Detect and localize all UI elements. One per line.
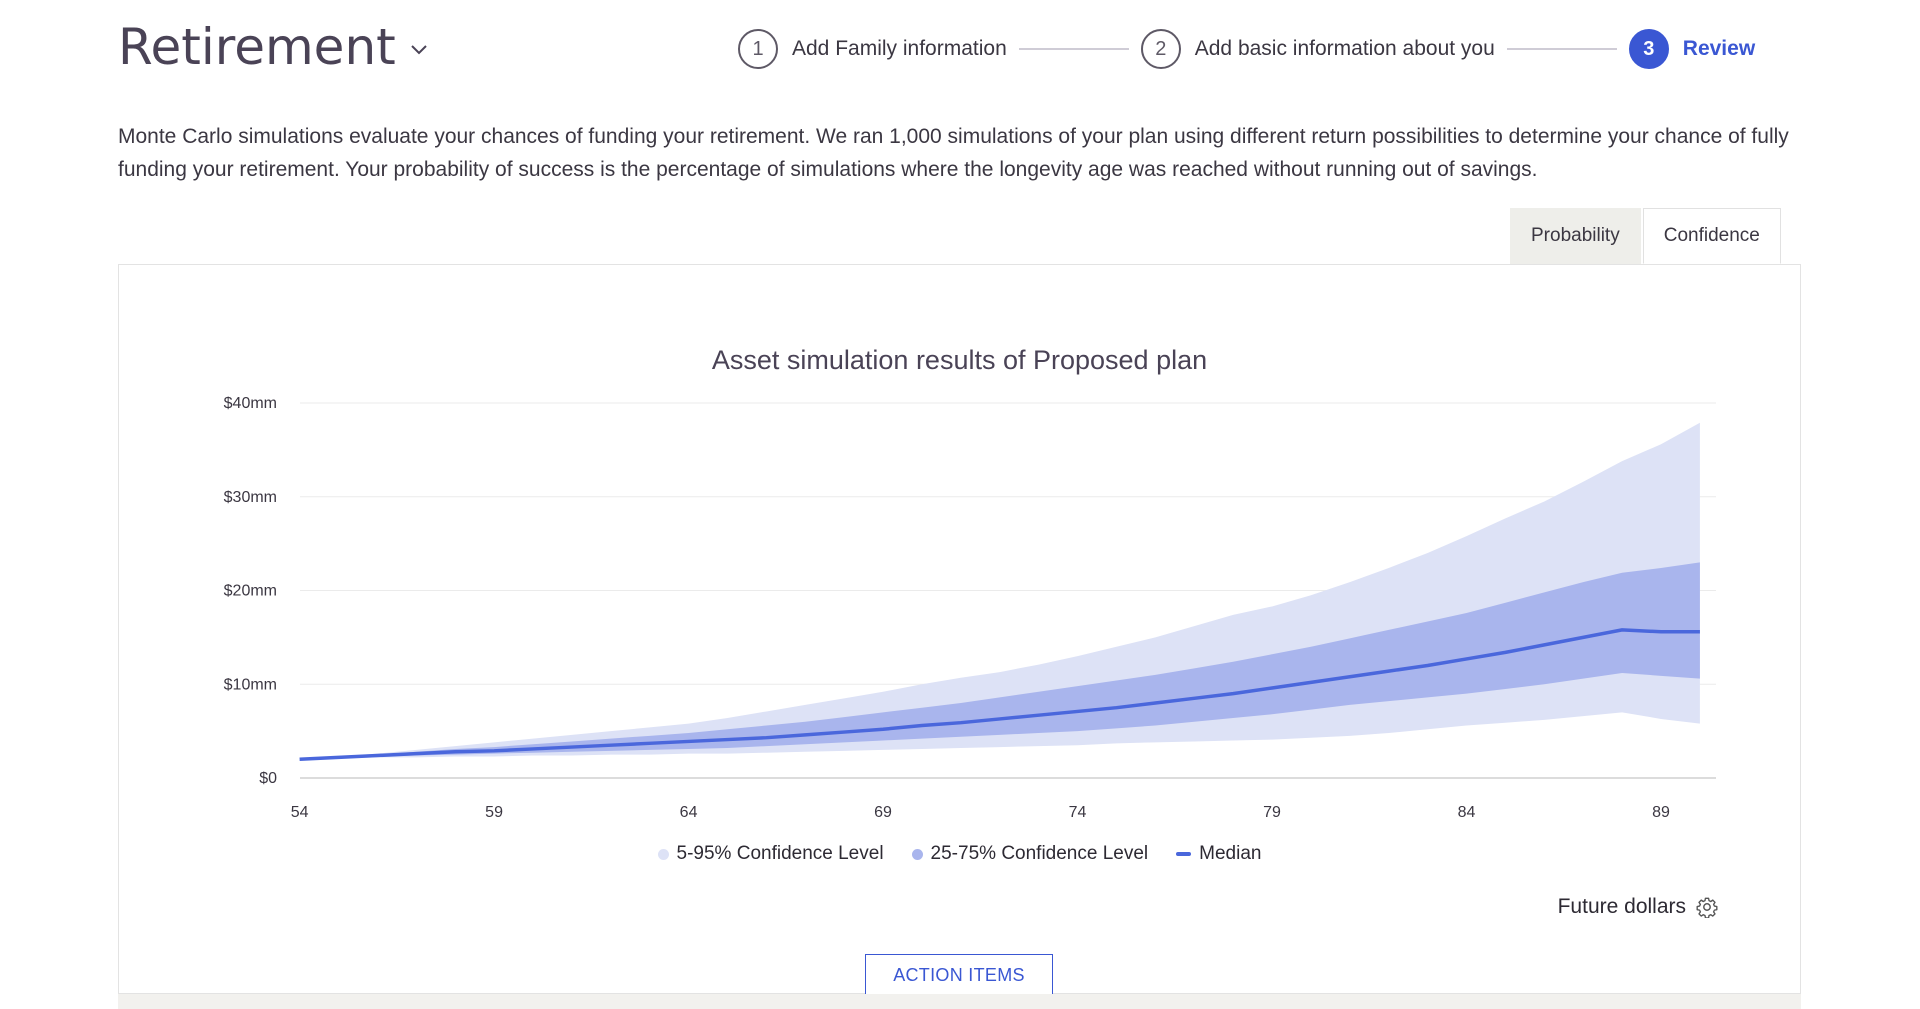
action-items-button[interactable]: ACTION ITEMS <box>865 954 1053 996</box>
tab-probability[interactable]: Probability <box>1510 208 1641 264</box>
step-label: Review <box>1682 37 1756 60</box>
step-review[interactable]: 3 Review <box>1628 29 1756 69</box>
step-connector <box>1018 48 1129 50</box>
legend-label: 5-95% Confidence Level <box>676 843 884 864</box>
x-tick-label: 69 <box>874 804 892 821</box>
step-number: 2 <box>1140 29 1181 69</box>
step-connector <box>1506 48 1617 50</box>
dollars-setting: Future dollars <box>1558 895 1718 919</box>
legend-swatch-outer <box>657 848 669 860</box>
dollars-label: Future dollars <box>1557 895 1686 918</box>
asset-simulation-chart: $0 $10mm $20mm $30mm $40mm 54 59 64 69 74 79 84 89 <box>224 395 1716 821</box>
series-line-median <box>299 628 1700 761</box>
legend-label: Median <box>1199 843 1262 864</box>
x-tick-label: 79 <box>1263 804 1281 821</box>
step-label: Add basic information about you <box>1194 37 1495 60</box>
step-number: 3 <box>1628 29 1669 69</box>
description-text: Monte Carlo simulations evaluate your ch… <box>118 125 1789 181</box>
x-tick-label: 89 <box>1652 804 1670 821</box>
stepper: 1 Add Family information 2 Add basic inf… <box>738 26 1755 72</box>
legend-swatch-median <box>1176 852 1192 856</box>
step-label: Add Family information <box>792 37 1007 60</box>
tab-confidence[interactable]: Confidence <box>1642 208 1781 264</box>
legend-swatch-inner <box>911 848 923 860</box>
step-number: 1 <box>738 29 778 69</box>
step-family[interactable]: 1 Add Family information <box>738 29 1007 69</box>
chart-legend: 5-95% Confidence Level 25-75% Confidence… <box>119 843 1800 865</box>
x-tick-label: 84 <box>1458 804 1476 821</box>
x-tick-label: 64 <box>680 804 698 821</box>
legend-item-outer[interactable]: 5-95% Confidence Level <box>657 843 884 865</box>
y-tick-label: $40mm <box>224 395 277 412</box>
legend-label: 25-75% Confidence Level <box>930 843 1149 864</box>
footer-strip <box>118 994 1801 1009</box>
legend-item-median[interactable]: Median <box>1176 843 1261 865</box>
legend-item-inner[interactable]: 25-75% Confidence Level <box>911 843 1149 865</box>
chart-title: Asset simulation results of Proposed pla… <box>711 345 1208 375</box>
y-tick-label: $30mm <box>224 489 277 506</box>
x-tick-label: 59 <box>485 804 503 821</box>
x-tick-label: 74 <box>1069 804 1087 821</box>
chart-panel: Asset simulation results of Proposed pla… <box>118 264 1801 996</box>
chart-tabs: Probability Confidence <box>1510 208 1781 264</box>
y-tick-label: $20mm <box>224 583 277 600</box>
x-tick-label: 54 <box>291 804 309 821</box>
gear-icon[interactable] <box>1696 896 1718 918</box>
y-tick-label: $10mm <box>224 676 277 693</box>
chevron-down-icon[interactable] <box>410 44 428 56</box>
app-title-text: Retirement <box>118 18 396 76</box>
step-basic-info[interactable]: 2 Add basic information about you <box>1140 29 1495 69</box>
app-title[interactable]: Retirement <box>118 18 428 76</box>
y-tick-label: $0 <box>259 770 277 787</box>
